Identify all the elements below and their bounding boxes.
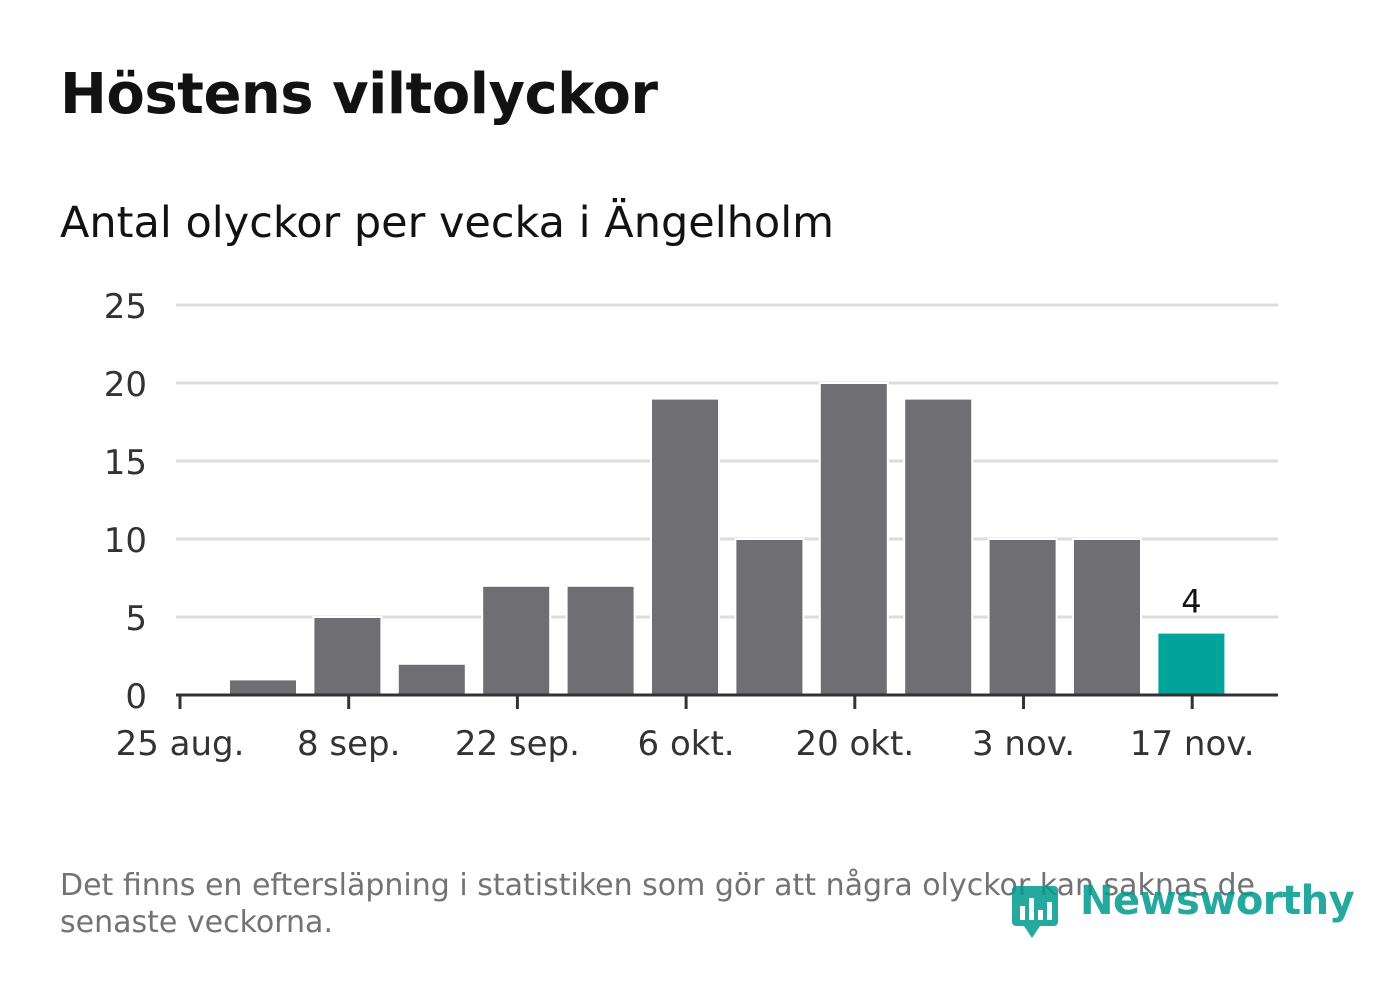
chart-subtitle: Antal olyckor per vecka i Ängelholm [60, 198, 835, 248]
bar [987, 538, 1058, 696]
chart-title: Höstens viltolyckor [60, 62, 658, 127]
bar [481, 584, 552, 696]
bar [396, 662, 467, 696]
bar [818, 382, 889, 696]
bar [228, 678, 298, 697]
x-tick-label: 25 aug. [116, 724, 245, 764]
bars [228, 382, 1227, 697]
x-tick-label: 20 okt. [795, 724, 914, 764]
y-tick-label: 15 [104, 443, 147, 483]
x-tick-label: 17 nov. [1130, 724, 1255, 764]
bar [565, 584, 636, 696]
y-tick-label: 5 [125, 599, 147, 639]
y-tick-label: 0 [125, 677, 147, 717]
x-tick-label: 6 okt. [638, 724, 735, 764]
y-tick-label: 10 [104, 521, 147, 561]
y-tick-label: 20 [104, 365, 147, 405]
newsworthy-logo-icon [1012, 886, 1058, 938]
labels: 0 5 10 15 20 25 4 25 aug. 8 sep. 22 sep. 6 okt. 20 … [104, 287, 1255, 764]
x-tick-label: 8 sep. [297, 724, 400, 764]
bar [650, 397, 720, 696]
y-tick-label: 25 [104, 287, 147, 327]
bar [1072, 538, 1142, 696]
bar-value-label: 4 [1181, 583, 1201, 621]
bar [903, 397, 974, 696]
bar [312, 616, 383, 696]
newsworthy-logo: Newsworthy [1010, 876, 1355, 944]
x-tick-label: 3 nov. [972, 724, 1075, 764]
bar [1156, 631, 1227, 696]
bar [734, 538, 805, 696]
newsworthy-logo-text: Newsworthy [1080, 878, 1355, 924]
x-tick-label: 22 sep. [455, 724, 580, 764]
x-axis [176, 693, 1278, 709]
